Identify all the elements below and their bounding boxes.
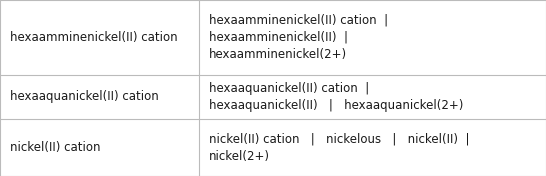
Text: hexaaquanickel(II) cation: hexaaquanickel(II) cation xyxy=(10,90,158,103)
Text: nickel(II) cation: nickel(II) cation xyxy=(10,141,100,154)
Text: hexaamminenickel(II) cation: hexaamminenickel(II) cation xyxy=(10,31,177,44)
Text: hexaaquanickel(II) cation  |
hexaaquanickel(II)   |   hexaaquanickel(2+): hexaaquanickel(II) cation | hexaaquanick… xyxy=(209,81,464,112)
Text: hexaamminenickel(II) cation  |
hexaamminenickel(II)  |
hexaamminenickel(2+): hexaamminenickel(II) cation | hexaammine… xyxy=(209,13,388,61)
Text: nickel(II) cation   |   nickelous   |   nickel(II)  |
nickel(2+): nickel(II) cation | nickelous | nickel(I… xyxy=(209,132,470,163)
